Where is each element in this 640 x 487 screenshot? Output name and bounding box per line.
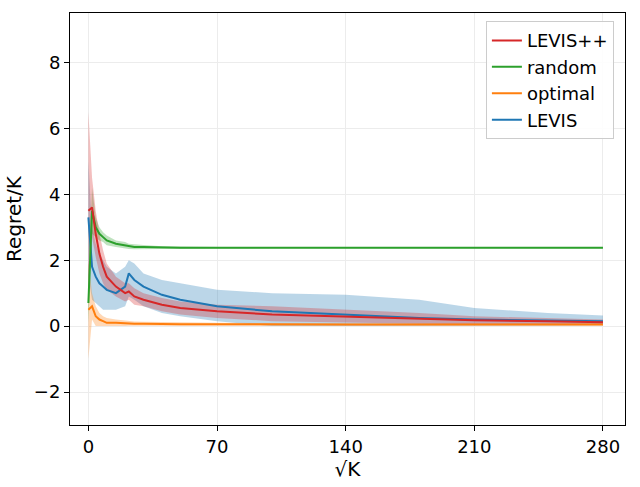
- svg-text:70: 70: [206, 436, 229, 457]
- svg-text:140: 140: [328, 436, 362, 457]
- svg-text:280: 280: [586, 436, 620, 457]
- svg-text:−2: −2: [34, 381, 61, 402]
- svg-text:2: 2: [49, 250, 60, 271]
- svg-text:√K: √K: [335, 457, 362, 481]
- svg-text:LEVIS: LEVIS: [527, 110, 577, 131]
- svg-text:Regret/K: Regret/K: [2, 175, 26, 262]
- svg-text:0: 0: [49, 315, 60, 336]
- svg-text:LEVIS++: LEVIS++: [527, 30, 608, 51]
- svg-text:random: random: [527, 57, 597, 78]
- svg-text:4: 4: [49, 184, 60, 205]
- svg-text:8: 8: [49, 52, 60, 73]
- svg-text:6: 6: [49, 118, 60, 139]
- svg-text:210: 210: [457, 436, 491, 457]
- svg-text:optimal: optimal: [527, 83, 595, 104]
- svg-text:0: 0: [83, 436, 94, 457]
